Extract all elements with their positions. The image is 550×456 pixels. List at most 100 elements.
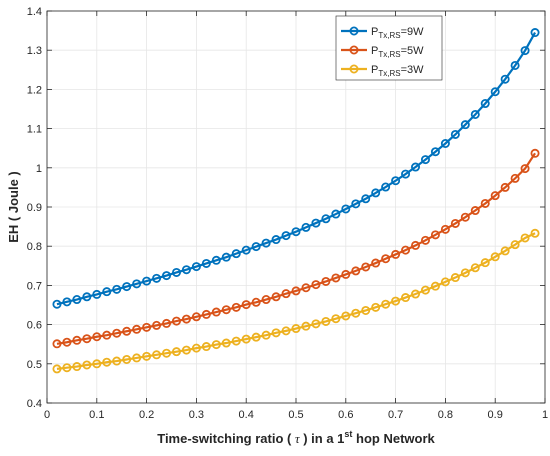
data-point	[500, 182, 510, 192]
data-point	[231, 302, 241, 312]
data-point	[391, 176, 401, 186]
y-tick-label: 0.6	[27, 320, 42, 332]
x-axis-label-superscript: st	[344, 429, 352, 439]
series-2	[52, 228, 540, 374]
data-point	[181, 314, 191, 324]
data-point	[460, 120, 470, 130]
data-point	[391, 296, 401, 306]
data-point	[321, 214, 331, 224]
x-tick-label: 0.5	[288, 409, 303, 421]
data-point	[450, 218, 460, 228]
data-point	[162, 271, 172, 281]
data-point	[152, 273, 162, 283]
data-point	[530, 228, 540, 238]
series-line	[56, 232, 536, 370]
y-axis-label: EH ( Joule )	[6, 171, 21, 243]
data-point	[490, 87, 500, 97]
data-point	[281, 326, 291, 336]
data-point	[221, 252, 231, 262]
data-point	[301, 283, 311, 293]
data-point	[391, 249, 401, 259]
data-point	[301, 222, 311, 232]
data-point	[72, 362, 82, 372]
x-tick-label: 0.1	[89, 409, 104, 421]
data-point	[520, 46, 530, 56]
x-tick-label: 1	[542, 409, 548, 421]
data-point	[171, 347, 181, 357]
data-point	[331, 314, 341, 324]
legend-label: PTx,RS=9W	[371, 26, 424, 40]
data-point	[112, 284, 122, 294]
data-point	[351, 308, 361, 318]
data-point	[500, 74, 510, 84]
series-line	[56, 152, 536, 345]
data-point	[351, 266, 361, 276]
data-point	[201, 258, 211, 268]
data-point	[231, 336, 241, 346]
data-point	[261, 295, 271, 305]
data-point	[361, 262, 371, 272]
data-point	[430, 230, 440, 240]
legend-label-subscript: Tx,RS	[378, 69, 400, 78]
legend-marker	[349, 64, 359, 74]
data-point	[281, 231, 291, 241]
legend-label-tail: =3W	[401, 64, 425, 76]
data-point	[341, 269, 351, 279]
data-point	[221, 305, 231, 315]
legend-label: PTx,RS=3W	[371, 64, 424, 78]
data-point	[530, 28, 540, 38]
series-1	[52, 148, 540, 349]
data-point	[52, 299, 62, 309]
data-point	[62, 337, 72, 347]
data-point	[181, 345, 191, 355]
data-point	[171, 267, 181, 277]
legend-label-tail: =5W	[401, 45, 425, 57]
data-point	[251, 297, 261, 307]
x-axis-label: Time-switching ratio ( τ ) in a 1st hop …	[157, 429, 435, 446]
data-point	[191, 262, 201, 272]
data-point	[291, 286, 301, 296]
data-point	[371, 188, 381, 198]
data-point	[241, 245, 251, 255]
data-point	[510, 60, 520, 70]
legend-marker	[349, 26, 359, 36]
data-point	[530, 148, 540, 158]
data-point	[181, 265, 191, 275]
data-point	[430, 147, 440, 157]
data-point	[510, 173, 520, 183]
data-point	[132, 353, 142, 363]
data-point	[361, 194, 371, 204]
data-point	[142, 351, 152, 361]
data-point	[331, 209, 341, 219]
data-point	[62, 363, 72, 373]
data-point	[401, 293, 411, 303]
data-point	[62, 297, 72, 307]
data-point	[450, 273, 460, 283]
data-point	[480, 99, 490, 109]
data-point	[231, 249, 241, 259]
data-point	[52, 364, 62, 374]
data-point	[211, 340, 221, 350]
data-point	[241, 334, 251, 344]
legend-label-main: P	[371, 45, 378, 57]
data-point	[401, 245, 411, 255]
data-point	[241, 300, 251, 310]
y-tick-label: 0.8	[27, 241, 42, 253]
data-point	[271, 328, 281, 338]
y-tick-label: 1.4	[27, 6, 42, 18]
data-point	[440, 277, 450, 287]
data-point	[500, 246, 510, 256]
data-point	[361, 305, 371, 315]
data-point	[470, 206, 480, 216]
legend-label-subscript: Tx,RS	[378, 31, 400, 40]
data-point	[411, 289, 421, 299]
data-point	[480, 258, 490, 268]
data-point	[82, 360, 92, 370]
data-point	[72, 295, 82, 305]
x-tick-label: 0	[44, 409, 50, 421]
data-point	[291, 227, 301, 237]
x-axis-label-prefix: Time-switching ratio (	[157, 431, 295, 446]
data-point	[321, 276, 331, 286]
data-point	[351, 199, 361, 209]
data-point	[122, 326, 132, 336]
